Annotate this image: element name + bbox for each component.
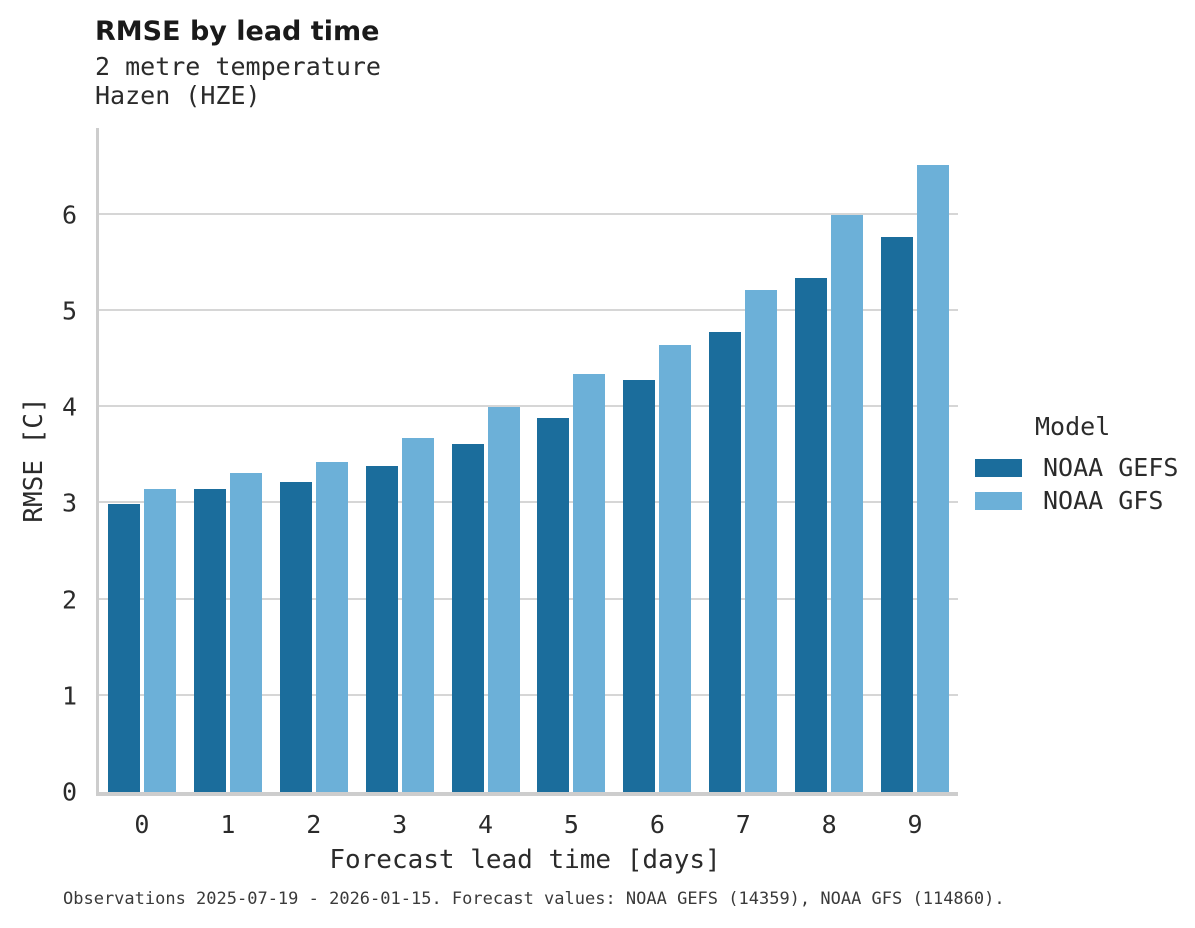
legend-entry-noaa-gfs: NOAA GFS — [975, 484, 1190, 517]
y-tick-label-1: 1 — [61, 681, 77, 711]
bar-group-lead-7 — [700, 128, 786, 792]
y-tick-label-3: 3 — [61, 488, 77, 518]
legend-title: Model — [1035, 412, 1111, 441]
chart-caption: Observations 2025-07-19 - 2026-01-15. Fo… — [63, 889, 1005, 909]
x-tick-label-0: 0 — [134, 810, 150, 839]
bar-noaa-gefs-lead-0 — [107, 504, 140, 792]
x-axis-label: Forecast lead time [days] — [329, 845, 721, 875]
y-tick-label-6: 6 — [61, 200, 77, 230]
legend-label: NOAA GFS — [1043, 486, 1164, 515]
x-tick-label-3: 3 — [392, 810, 408, 839]
bar-noaa-gfs-lead-5 — [573, 374, 606, 792]
bar-group-lead-6 — [614, 128, 700, 792]
bar-group-lead-1 — [185, 128, 271, 792]
bar-noaa-gefs-lead-7 — [709, 332, 742, 792]
bar-noaa-gfs-lead-6 — [659, 345, 692, 792]
gridline-y-2 — [99, 597, 958, 600]
bar-noaa-gfs-lead-2 — [315, 461, 348, 792]
y-tick-label-5: 5 — [61, 296, 77, 326]
x-tick-label-4: 4 — [478, 810, 494, 839]
x-tick-label-5: 5 — [563, 810, 579, 839]
bar-noaa-gfs-lead-0 — [143, 488, 176, 792]
chart-subtitle-station: Hazen (HZE) — [95, 81, 261, 110]
gridline-y-3 — [99, 501, 958, 504]
chart-subtitle-variable: 2 metre temperature — [95, 52, 381, 81]
x-tick-label-2: 2 — [306, 810, 322, 839]
bar-noaa-gefs-lead-6 — [623, 380, 656, 792]
gridline-y-6 — [99, 212, 958, 215]
x-tick-label-9: 9 — [907, 810, 923, 839]
chart-title: RMSE by lead time — [95, 16, 380, 47]
bar-group-lead-0 — [99, 128, 185, 792]
y-tick-label-4: 4 — [61, 392, 77, 422]
bar-noaa-gefs-lead-9 — [881, 236, 914, 792]
bar-noaa-gefs-lead-5 — [537, 417, 570, 792]
x-tick-label-7: 7 — [735, 810, 751, 839]
legend-label: NOAA GEFS — [1043, 453, 1179, 482]
bar-group-lead-4 — [443, 128, 529, 792]
bar-group-lead-8 — [786, 128, 872, 792]
bar-group-lead-9 — [872, 128, 958, 792]
bar-noaa-gfs-lead-9 — [917, 164, 950, 792]
bar-noaa-gfs-lead-1 — [229, 472, 262, 792]
legend-entry-noaa-gefs: NOAA GEFS — [975, 451, 1190, 484]
plot-area: 0 1 2 3 4 5 6 0 1 2 3 4 5 6 7 8 9 — [62, 128, 958, 839]
bar-noaa-gefs-lead-8 — [795, 278, 828, 792]
bar-noaa-gfs-lead-3 — [401, 437, 434, 792]
bar-noaa-gefs-lead-4 — [451, 443, 484, 792]
bar-group-lead-5 — [529, 128, 615, 792]
bar-noaa-gefs-lead-2 — [279, 482, 312, 792]
gridline-y-1 — [99, 693, 958, 696]
bar-group-lead-2 — [271, 128, 357, 792]
gridline-y-4 — [99, 405, 958, 408]
y-axis-label: RMSE [C] — [19, 397, 49, 523]
gridline-y-5 — [99, 308, 958, 311]
y-tick-label-2: 2 — [61, 585, 77, 615]
legend-swatch-icon — [975, 491, 1022, 510]
x-tick-label-6: 6 — [649, 810, 665, 839]
bar-noaa-gfs-lead-4 — [487, 407, 520, 792]
legend-swatch-icon — [975, 458, 1022, 477]
x-tick-label-8: 8 — [821, 810, 837, 839]
x-tick-label-1: 1 — [220, 810, 236, 839]
legend: Model NOAA GEFS NOAA GFS — [975, 412, 1190, 517]
y-tick-label-0: 0 — [61, 777, 77, 807]
bar-group-lead-3 — [357, 128, 443, 792]
bar-noaa-gefs-lead-3 — [365, 465, 398, 792]
bar-noaa-gfs-lead-8 — [831, 214, 864, 792]
bar-noaa-gefs-lead-1 — [193, 488, 226, 792]
bar-noaa-gfs-lead-7 — [745, 289, 778, 792]
